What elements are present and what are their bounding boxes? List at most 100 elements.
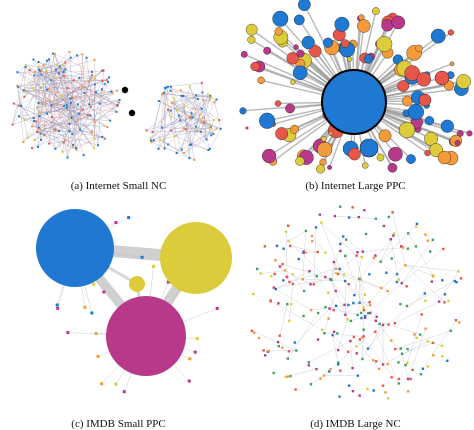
graph-edge (311, 235, 326, 253)
graph-node (420, 313, 423, 316)
graph-node (336, 272, 340, 276)
graph-edge (181, 95, 215, 121)
graph-node (391, 211, 394, 214)
graph-edge (357, 302, 360, 316)
graph-node (94, 91, 97, 94)
graph-edge (290, 245, 318, 253)
graph-edge (71, 117, 95, 149)
graph-node (93, 137, 96, 140)
graph-edge (350, 315, 366, 322)
graph-node (406, 390, 410, 393)
graph-node (358, 338, 361, 341)
graph-node (207, 148, 210, 151)
graph-node (36, 130, 39, 133)
graph-node (384, 391, 387, 394)
graph-node (160, 93, 163, 96)
graph-edge (251, 330, 297, 351)
graph-node (334, 271, 338, 275)
graph-edge (46, 69, 57, 114)
graph-edge (329, 308, 366, 317)
graph-node (324, 305, 327, 309)
graph-node (360, 316, 363, 320)
graph-node (261, 148, 277, 164)
graph-edge (24, 62, 66, 97)
graph-node (352, 301, 355, 305)
graph-node (363, 293, 366, 296)
graph-edge (158, 100, 211, 127)
graph-node (275, 244, 279, 248)
graph-node (55, 68, 58, 71)
graph-edge (183, 139, 207, 154)
graph-node (430, 28, 446, 44)
graph-node (432, 354, 435, 357)
graph-node (24, 66, 27, 69)
graph-node (75, 148, 78, 151)
graph-node (270, 274, 273, 278)
graph-node (176, 109, 179, 112)
graph-node (316, 164, 326, 174)
graph-edge (39, 53, 56, 117)
graph-node (355, 345, 358, 348)
graph-node (381, 384, 385, 387)
graph-node (288, 244, 292, 248)
graph-edge (405, 265, 434, 277)
graph-node (83, 91, 86, 94)
graph-edge (88, 75, 93, 105)
graph-node (48, 142, 51, 145)
graph-node (23, 90, 26, 93)
graph-edge (203, 122, 207, 140)
graph-node (76, 103, 79, 106)
graph-node (437, 150, 452, 165)
graph-node (453, 279, 457, 283)
graph-node (257, 76, 265, 84)
graph-node (150, 141, 153, 144)
graph-node (101, 135, 104, 138)
graph-node (418, 93, 432, 107)
graph-node (200, 107, 203, 110)
graph-node (210, 96, 213, 99)
graph-node (364, 314, 367, 318)
graph-edge (48, 117, 52, 144)
graph-node (36, 145, 39, 148)
graph-node (283, 269, 287, 272)
graph-node (328, 307, 331, 310)
graph-node (387, 323, 390, 326)
graph-edge (401, 239, 434, 284)
graph-node (159, 139, 162, 142)
graph-node (398, 121, 416, 139)
graph-edge (331, 262, 335, 280)
graph-edge (38, 61, 95, 79)
graph-edge (179, 115, 211, 127)
graph-node (429, 250, 432, 253)
graph-node (127, 216, 131, 220)
graph-edge (180, 106, 185, 121)
graph-node (372, 359, 375, 362)
graph-edge (41, 62, 66, 88)
panel-b: (b) Internet Large PPC (237, 0, 474, 200)
graph-node (63, 105, 66, 108)
graph-node (378, 129, 392, 143)
graph-edge (407, 328, 426, 380)
graph-node (298, 0, 311, 11)
graph-node (296, 49, 305, 58)
graph-edge (308, 340, 351, 363)
graph-edge (333, 261, 355, 296)
graph-node (336, 363, 340, 366)
graph-node (286, 52, 299, 65)
graph-node (426, 365, 429, 368)
graph-node (64, 68, 67, 71)
graph-node (406, 154, 416, 164)
graph-node (374, 254, 377, 257)
graph-node (358, 301, 361, 304)
graph-edge (370, 312, 403, 354)
graph-node (376, 153, 385, 162)
graph-node (293, 341, 296, 344)
graph-node (413, 333, 416, 336)
graph-edge (438, 271, 459, 302)
graph-node (116, 104, 119, 107)
graph-node (466, 130, 473, 137)
graph-node (31, 147, 34, 150)
graph-edge (23, 90, 85, 94)
graph-node (315, 367, 318, 371)
graph-node (62, 141, 65, 144)
